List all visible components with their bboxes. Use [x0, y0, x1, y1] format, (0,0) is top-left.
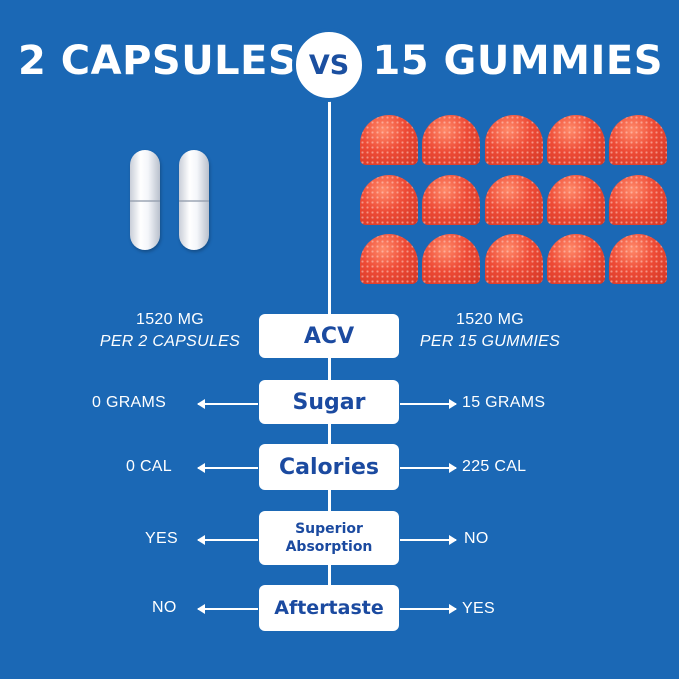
capsule-image: [130, 150, 160, 250]
gummy-image: [422, 175, 480, 225]
left-arrow-icon: [197, 604, 258, 614]
absorption-label-line1: Superior: [295, 521, 363, 537]
gummy-image: [422, 115, 480, 165]
gummy-image: [609, 115, 667, 165]
vs-badge: VS: [292, 28, 366, 102]
gummy-image: [547, 175, 605, 225]
absorption-left-value: YES: [145, 530, 178, 547]
right-arrow-icon: [400, 535, 457, 545]
calories-right-value: 225 CAL: [462, 458, 527, 475]
gummy-image: [360, 234, 418, 284]
sugar-left-value: 0 GRAMS: [92, 394, 167, 411]
calories-left-value: 0 CAL: [126, 458, 172, 475]
gummy-image: [609, 175, 667, 225]
sugar-label: Sugar: [259, 380, 399, 424]
center-divider-line: [328, 100, 331, 630]
left-arrow-icon: [197, 399, 258, 409]
right-arrow-icon: [400, 463, 457, 473]
absorption-label-line2: Absorption: [285, 539, 373, 555]
aftertaste-left-value: NO: [152, 599, 177, 616]
acv-left-unit: PER 2 CAPSULES: [99, 333, 241, 350]
capsule-image: [179, 150, 209, 250]
gummy-image: [360, 115, 418, 165]
aftertaste-label: Aftertaste: [259, 585, 399, 631]
left-arrow-icon: [197, 463, 258, 473]
gummy-image: [422, 234, 480, 284]
acv-right-amount: 1520 MG: [456, 311, 524, 328]
calories-label: Calories: [259, 444, 399, 490]
gummies-title: 15 GUMMIES: [372, 38, 663, 84]
gummy-image: [609, 234, 667, 284]
gummy-image: [547, 115, 605, 165]
aftertaste-right-value: YES: [462, 600, 495, 617]
acv-right-unit: PER 15 GUMMIES: [419, 333, 561, 350]
gummy-image: [485, 115, 543, 165]
acv-left-amount: 1520 MG: [136, 311, 204, 328]
capsules-title: 2 CAPSULES: [18, 38, 298, 84]
gummy-image: [485, 175, 543, 225]
gummy-image: [360, 175, 418, 225]
absorption-label: Superior Absorption: [259, 511, 399, 565]
acv-label: ACV: [259, 314, 399, 358]
gummy-image: [547, 234, 605, 284]
gummy-image: [485, 234, 543, 284]
right-arrow-icon: [400, 399, 457, 409]
right-arrow-icon: [400, 604, 457, 614]
sugar-right-value: 15 GRAMS: [462, 394, 546, 411]
left-arrow-icon: [197, 535, 258, 545]
absorption-right-value: NO: [464, 530, 489, 547]
